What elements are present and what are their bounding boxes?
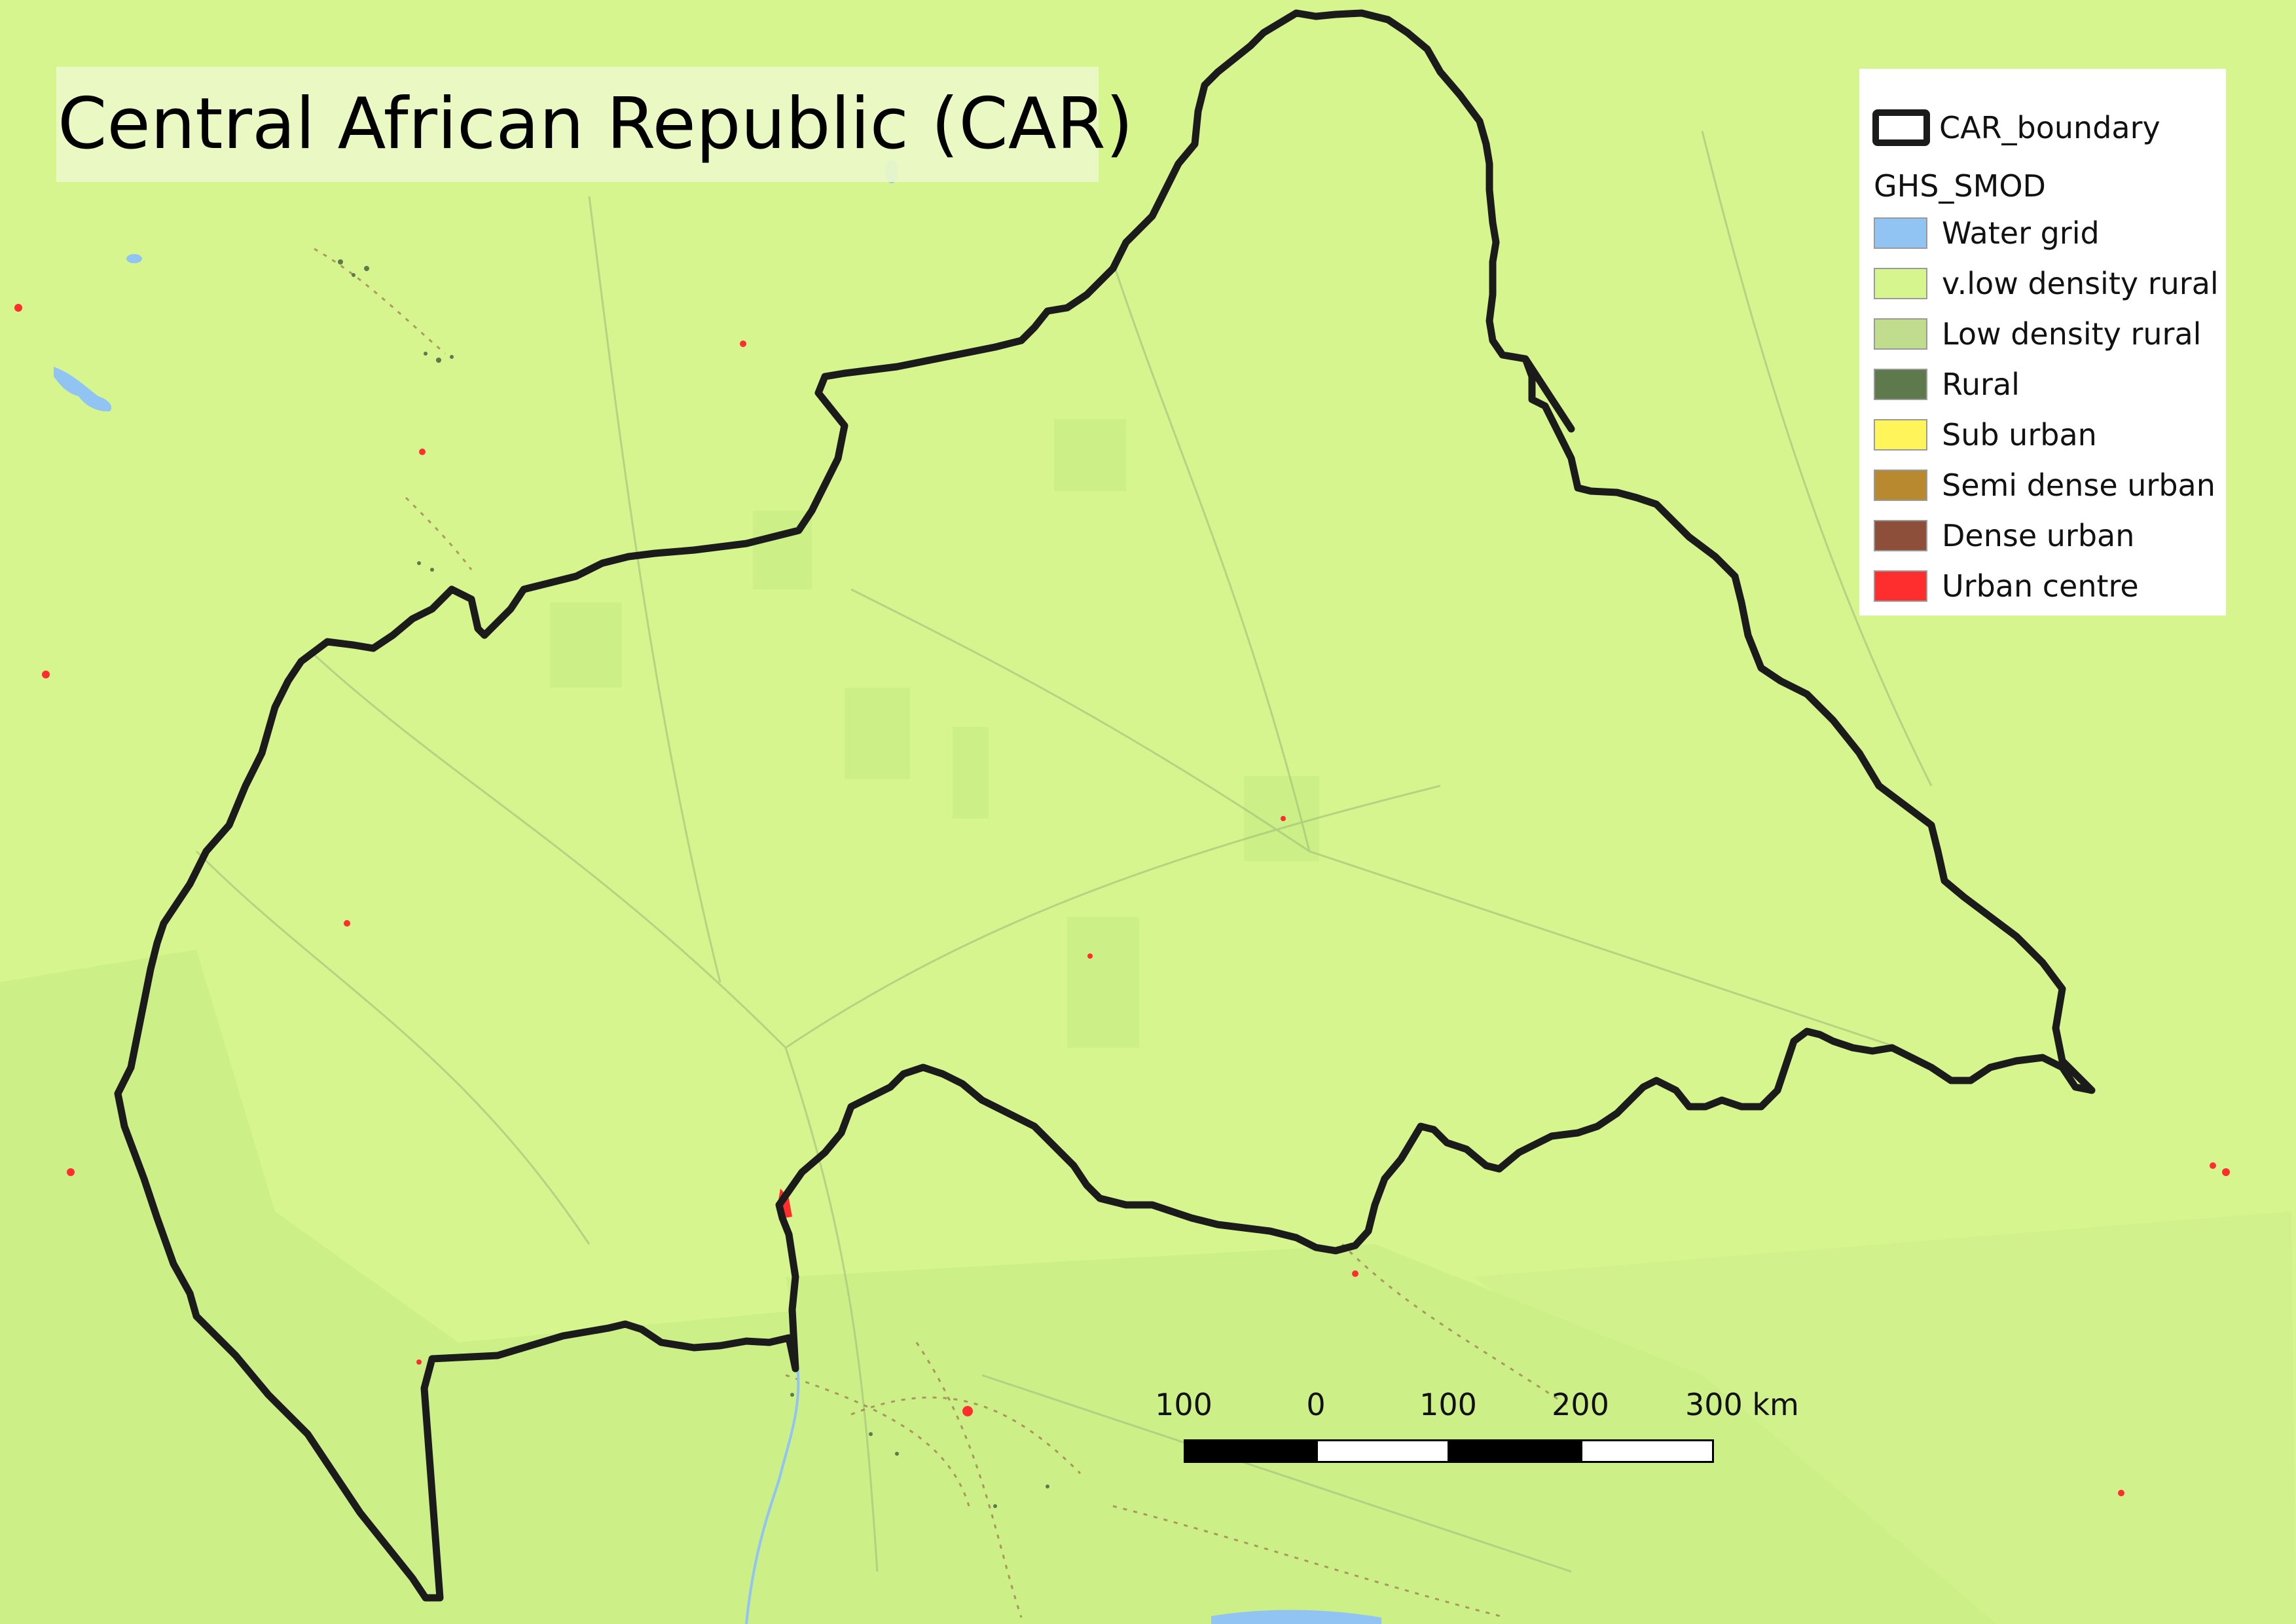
- river-ubangi: [745, 1365, 800, 1624]
- legend-swatch-rural: [1874, 369, 1927, 400]
- scale-segment-1: [1184, 1439, 1317, 1463]
- scale-label-200: 200: [1552, 1387, 1609, 1422]
- car-boundary: [114, 9, 2096, 1602]
- legend-label-water: Water grid: [1942, 215, 2100, 251]
- legend-label-dense-urban: Dense urban: [1942, 518, 2135, 553]
- legend-item-dense-urban: Dense urban: [1874, 518, 2135, 553]
- scale-label-100: 100: [1419, 1387, 1477, 1422]
- boundary-swatch: [1872, 109, 1930, 146]
- legend-label-boundary: CAR_boundary: [1939, 110, 2160, 145]
- rural-clusters: [338, 259, 1049, 1508]
- legend-label-sub-urban: Sub urban: [1942, 417, 2097, 452]
- scale-segment-4: [1580, 1439, 1714, 1463]
- legend-swatch-dense-urban: [1874, 520, 1927, 551]
- water-bodies: [54, 160, 1381, 1624]
- legend-swatch-semi-dense-urban: [1874, 470, 1927, 501]
- legend-swatch-low-rural: [1874, 318, 1927, 350]
- legend-group-title: GHS_SMOD: [1874, 168, 2046, 204]
- legend-panel: CAR_boundary GHS_SMOD Water grid v.low d…: [1859, 69, 2226, 616]
- scale-label-300-km: 300 km: [1685, 1387, 1799, 1422]
- legend-item-low-rural: Low density rural: [1874, 316, 2202, 352]
- scale-segment-2: [1316, 1439, 1449, 1463]
- map-title: Central African Republic (CAR): [58, 83, 1133, 165]
- legend-item-semi-dense-urban: Semi dense urban: [1874, 468, 2215, 503]
- legend-item-boundary: CAR_boundary: [1859, 109, 2160, 146]
- legend-item-water: Water grid: [1874, 215, 2100, 251]
- scale-label-100-left: 100: [1155, 1387, 1212, 1422]
- legend-label-vlow-rural: v.low density rural: [1942, 266, 2219, 301]
- legend-label-semi-dense-urban: Semi dense urban: [1942, 468, 2215, 503]
- legend-swatch-urban-centre: [1874, 570, 1927, 602]
- legend-label-urban-centre: Urban centre: [1942, 568, 2139, 604]
- legend-item-rural: Rural: [1874, 367, 2020, 402]
- scale-segment-3: [1448, 1439, 1582, 1463]
- scale-label-0: 0: [1306, 1387, 1326, 1422]
- legend-item-sub-urban: Sub urban: [1874, 417, 2097, 452]
- legend-item-vlow-rural: v.low density rural: [1874, 266, 2219, 301]
- low-density-areas: [0, 419, 2296, 1624]
- legend-label-rural: Rural: [1942, 367, 2020, 402]
- legend-item-urban-centre: Urban centre: [1874, 568, 2139, 604]
- legend-label-low-rural: Low density rural: [1942, 316, 2202, 352]
- road-network: [195, 130, 1933, 1573]
- legend-swatch-sub-urban: [1874, 419, 1927, 451]
- roads-dense: [314, 248, 1572, 1619]
- title-background: [56, 67, 1099, 182]
- legend-swatch-vlow-rural: [1874, 268, 1927, 299]
- legend-swatch-water: [1874, 217, 1927, 249]
